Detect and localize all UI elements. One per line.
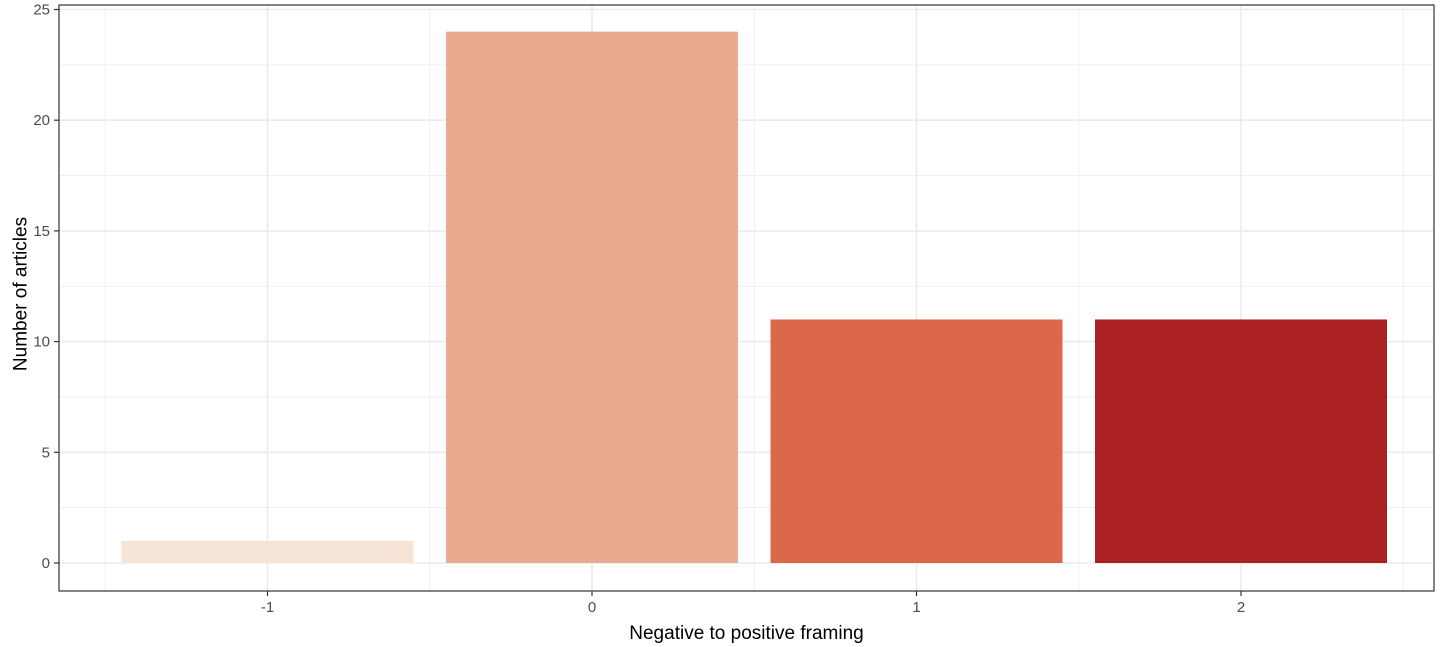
bar-1 — [770, 319, 1063, 563]
x-tick-label: 1 — [912, 599, 920, 616]
y-tick-label: 15 — [33, 223, 50, 240]
bar--1 — [121, 540, 414, 563]
y-tick-label: 20 — [33, 112, 50, 129]
bars — [121, 31, 1387, 563]
y-tick-label: 5 — [42, 444, 50, 461]
grid-minor — [59, 5, 1434, 591]
x-axis-title: Negative to positive framing — [629, 623, 863, 644]
bar-2 — [1095, 319, 1387, 563]
x-tick-label: 0 — [588, 599, 596, 616]
x-tick-label: -1 — [261, 599, 274, 616]
y-tick-label: 10 — [33, 334, 50, 351]
bar-0 — [446, 31, 738, 563]
y-axis-ticks: 0 5 10 15 20 25 — [33, 2, 59, 572]
panel-border — [58, 4, 1435, 592]
y-tick-label: 0 — [42, 555, 50, 572]
y-tick-label: 25 — [33, 2, 50, 19]
x-tick-label: 2 — [1237, 599, 1245, 616]
x-axis-ticks: -1 0 1 2 — [261, 591, 1245, 616]
y-axis-title: Number of articles — [11, 217, 32, 371]
